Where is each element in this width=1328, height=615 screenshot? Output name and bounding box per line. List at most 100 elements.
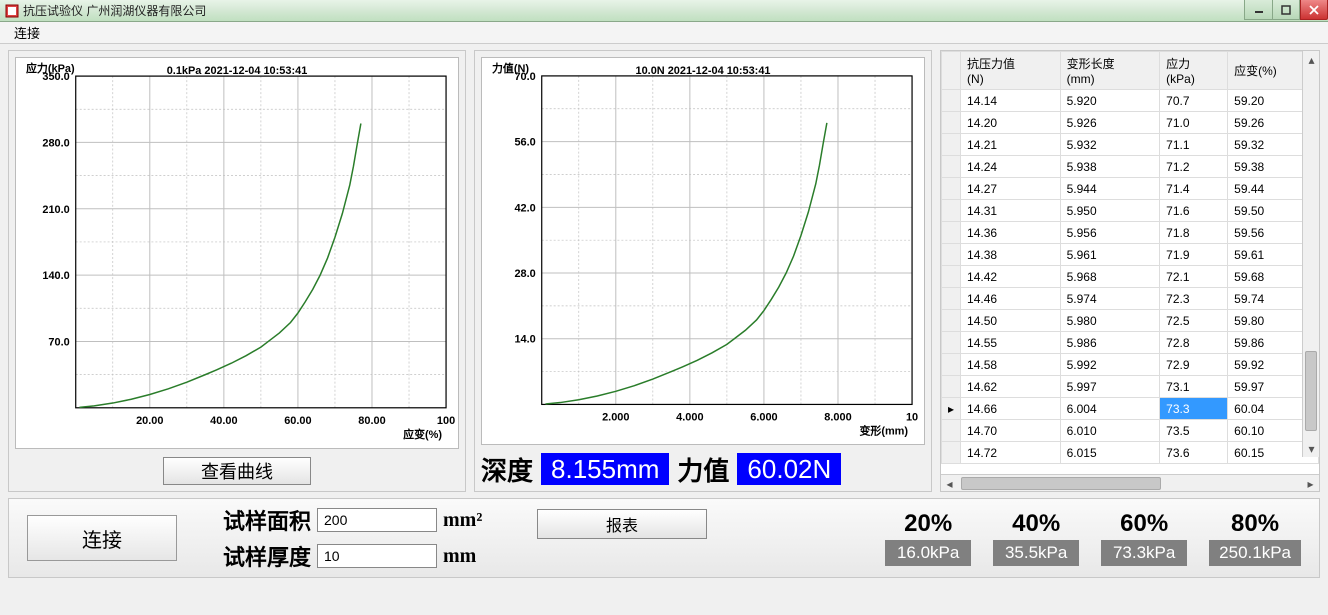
table-cell[interactable]: 71.4 [1160, 178, 1228, 200]
table-row[interactable]: 14.726.01573.660.15 [942, 442, 1319, 464]
table-cell[interactable]: 14.66 [961, 398, 1061, 420]
table-cell[interactable]: 71.1 [1160, 134, 1228, 156]
table-cell[interactable]: 14.42 [961, 266, 1061, 288]
table-cell[interactable]: 14.36 [961, 222, 1061, 244]
table-cell[interactable]: 5.932 [1060, 134, 1160, 156]
table-cell[interactable]: 14.14 [961, 90, 1061, 112]
svg-text:100: 100 [437, 415, 455, 427]
table-cell[interactable]: 6.004 [1060, 398, 1160, 420]
table-row[interactable]: 14.625.99773.159.97 [942, 376, 1319, 398]
scroll-right-icon[interactable]: ▸ [1302, 475, 1319, 492]
scroll-down-icon[interactable]: ▾ [1303, 440, 1319, 457]
table-cell[interactable]: 72.3 [1160, 288, 1228, 310]
connect-button[interactable]: 连接 [27, 515, 177, 561]
close-button[interactable] [1300, 0, 1328, 20]
table-cell[interactable]: 14.58 [961, 354, 1061, 376]
table-cell[interactable]: 5.986 [1060, 332, 1160, 354]
table-cell[interactable]: 6.015 [1060, 442, 1160, 464]
table-cell[interactable]: 14.62 [961, 376, 1061, 398]
table-cell[interactable]: 72.8 [1160, 332, 1228, 354]
table-cell[interactable]: 5.926 [1060, 112, 1160, 134]
table-cell[interactable]: 5.997 [1060, 376, 1160, 398]
area-input[interactable] [317, 508, 437, 532]
table-cell[interactable]: 14.55 [961, 332, 1061, 354]
table-row[interactable]: 14.505.98072.559.80 [942, 310, 1319, 332]
table-cell[interactable]: 71.0 [1160, 112, 1228, 134]
table-cell[interactable]: 5.944 [1060, 178, 1160, 200]
table-row[interactable]: 14.385.96171.959.61 [942, 244, 1319, 266]
titlebar[interactable]: 抗压试验仪 广州润湖仪器有限公司 [0, 0, 1328, 22]
table-cell[interactable]: 72.9 [1160, 354, 1228, 376]
horizontal-scrollbar[interactable]: ◂ ▸ [941, 474, 1319, 491]
table-cell[interactable]: 14.21 [961, 134, 1061, 156]
view-curve-button[interactable]: 查看曲线 [163, 457, 311, 485]
table-cell[interactable]: 14.20 [961, 112, 1061, 134]
table-cell[interactable]: 5.974 [1060, 288, 1160, 310]
table-row[interactable]: 14.205.92671.059.26 [942, 112, 1319, 134]
percent-label: 20% [885, 510, 971, 538]
row-indicator [942, 90, 961, 112]
svg-text:56.0: 56.0 [514, 137, 535, 149]
table-row[interactable]: 14.365.95671.859.56 [942, 222, 1319, 244]
hscroll-thumb[interactable] [961, 477, 1161, 490]
table-cell[interactable]: 73.1 [1160, 376, 1228, 398]
table-cell[interactable]: 72.1 [1160, 266, 1228, 288]
table-header[interactable]: 应力(kPa) [1160, 52, 1228, 90]
table-cell[interactable]: 71.6 [1160, 200, 1228, 222]
table-row[interactable]: 14.275.94471.459.44 [942, 178, 1319, 200]
table-cell[interactable]: 5.961 [1060, 244, 1160, 266]
table-cell[interactable]: 72.5 [1160, 310, 1228, 332]
table-cell[interactable]: 5.938 [1060, 156, 1160, 178]
vertical-scrollbar[interactable]: ▴ ▾ [1302, 51, 1319, 457]
table-cell[interactable]: 5.920 [1060, 90, 1160, 112]
row-indicator [942, 156, 961, 178]
table-row[interactable]: 14.706.01073.560.10 [942, 420, 1319, 442]
table-cell[interactable]: 14.27 [961, 178, 1061, 200]
table-cell[interactable]: 14.50 [961, 310, 1061, 332]
table-cell[interactable]: 5.992 [1060, 354, 1160, 376]
table-cell[interactable]: 14.46 [961, 288, 1061, 310]
app-icon [5, 4, 19, 18]
table-cell[interactable]: 71.8 [1160, 222, 1228, 244]
table-cell[interactable]: 73.3 [1160, 398, 1228, 420]
table-row[interactable]: 14.245.93871.259.38 [942, 156, 1319, 178]
table-header[interactable]: 抗压力值(N) [961, 52, 1061, 90]
table-row[interactable]: 14.585.99272.959.92 [942, 354, 1319, 376]
table-row[interactable]: 14.215.93271.159.32 [942, 134, 1319, 156]
maximize-button[interactable] [1272, 0, 1300, 20]
table-cell[interactable]: 14.24 [961, 156, 1061, 178]
table-header[interactable]: 变形长度(mm) [1060, 52, 1160, 90]
table-cell[interactable]: 5.980 [1060, 310, 1160, 332]
table-scroll[interactable]: 抗压力值(N)变形长度(mm)应力(kPa)应变(%)14.145.92070.… [941, 51, 1319, 474]
table-row[interactable]: 14.315.95071.659.50 [942, 200, 1319, 222]
scroll-left-icon[interactable]: ◂ [941, 475, 958, 492]
thickness-unit: mm [443, 545, 503, 568]
table-row[interactable]: 14.425.96872.159.68 [942, 266, 1319, 288]
scroll-up-icon[interactable]: ▴ [1303, 51, 1319, 68]
table-cell[interactable]: 73.6 [1160, 442, 1228, 464]
table-cell[interactable]: 5.968 [1060, 266, 1160, 288]
table-cell[interactable]: 71.9 [1160, 244, 1228, 266]
table-cell[interactable]: 73.5 [1160, 420, 1228, 442]
table-cell[interactable]: 70.7 [1160, 90, 1228, 112]
table-row[interactable]: 14.465.97472.359.74 [942, 288, 1319, 310]
minimize-button[interactable] [1244, 0, 1272, 20]
data-table[interactable]: 抗压力值(N)变形长度(mm)应力(kPa)应变(%)14.145.92070.… [941, 51, 1319, 464]
table-cell[interactable]: 14.31 [961, 200, 1061, 222]
menu-connect[interactable]: 连接 [8, 21, 46, 44]
table-row[interactable]: ▸14.666.00473.360.04 [942, 398, 1319, 420]
table-cell[interactable]: 5.950 [1060, 200, 1160, 222]
table-cell[interactable]: 71.2 [1160, 156, 1228, 178]
table-cell[interactable]: 14.72 [961, 442, 1061, 464]
table-row[interactable]: 14.555.98672.859.86 [942, 332, 1319, 354]
thickness-input[interactable] [317, 544, 437, 568]
table-row[interactable]: 14.145.92070.759.20 [942, 90, 1319, 112]
row-indicator [942, 244, 961, 266]
table-cell[interactable]: 14.38 [961, 244, 1061, 266]
table-cell[interactable]: 6.010 [1060, 420, 1160, 442]
table-cell[interactable]: 5.956 [1060, 222, 1160, 244]
vscroll-thumb[interactable] [1305, 351, 1317, 431]
table-cell[interactable]: 14.70 [961, 420, 1061, 442]
report-button[interactable]: 报表 [537, 509, 707, 539]
data-table-panel: 抗压力值(N)变形长度(mm)应力(kPa)应变(%)14.145.92070.… [940, 50, 1320, 492]
